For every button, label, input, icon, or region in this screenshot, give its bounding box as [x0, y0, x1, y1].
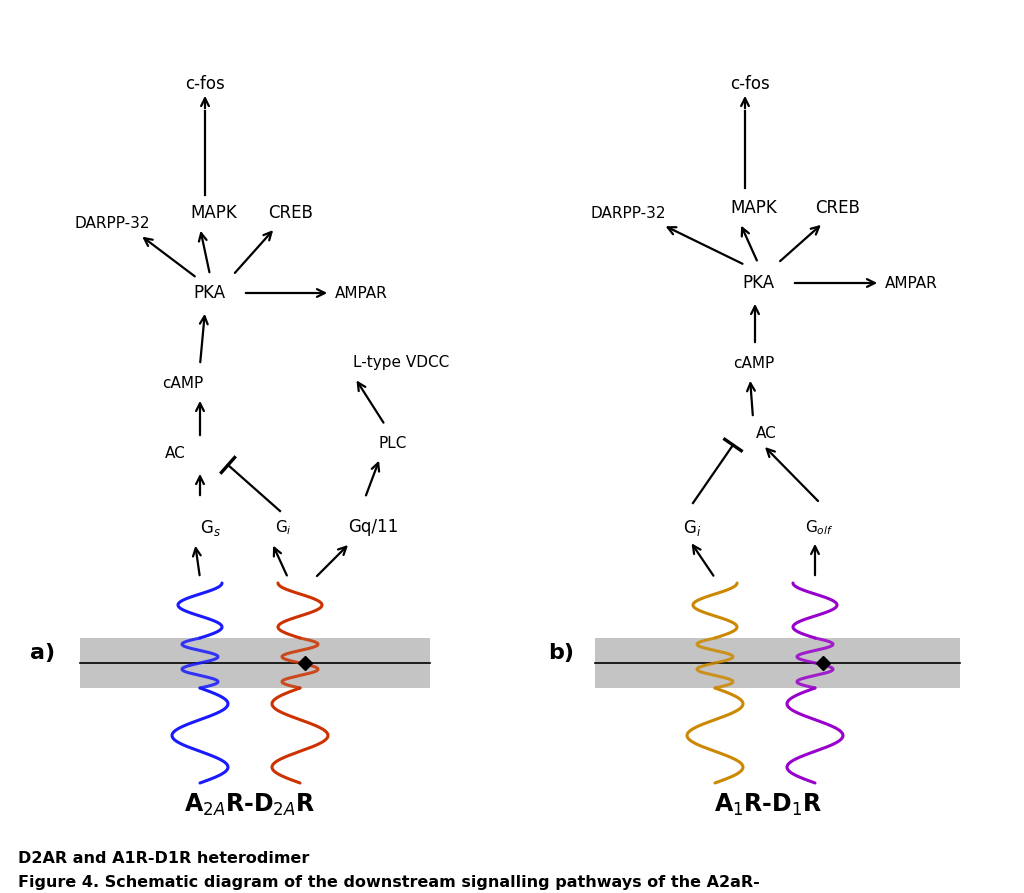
- Text: G$_{olf}$: G$_{olf}$: [805, 518, 834, 537]
- Text: PKA: PKA: [193, 284, 225, 302]
- Bar: [80, 638, 430, 688]
- Text: CREB: CREB: [815, 199, 860, 217]
- Text: b): b): [548, 643, 574, 663]
- Text: AMPAR: AMPAR: [885, 276, 938, 290]
- Text: MAPK: MAPK: [190, 204, 237, 222]
- Text: CREB: CREB: [268, 204, 313, 222]
- Text: A$_1$R-D$_1$R: A$_1$R-D$_1$R: [714, 792, 822, 818]
- Text: DARPP-32: DARPP-32: [75, 215, 151, 230]
- Text: AC: AC: [165, 446, 185, 461]
- Text: G$_i$: G$_i$: [275, 518, 292, 537]
- Text: MAPK: MAPK: [730, 199, 777, 217]
- Text: AC: AC: [756, 425, 777, 440]
- Text: a): a): [30, 643, 55, 663]
- Text: A$_{2A}$R-D$_{2A}$R: A$_{2A}$R-D$_{2A}$R: [184, 792, 315, 818]
- Text: Figure 4. Schematic diagram of the downstream signalling pathways of the A2aR-: Figure 4. Schematic diagram of the downs…: [18, 875, 760, 890]
- Bar: [595, 638, 961, 688]
- Text: PLC: PLC: [378, 436, 407, 450]
- Text: Gq/11: Gq/11: [348, 518, 398, 536]
- Text: cAMP: cAMP: [162, 375, 203, 390]
- Text: DARPP-32: DARPP-32: [590, 205, 666, 221]
- Text: AMPAR: AMPAR: [335, 286, 388, 301]
- Text: G$_i$: G$_i$: [683, 518, 701, 538]
- Text: c-fos: c-fos: [730, 75, 770, 93]
- Text: cAMP: cAMP: [733, 355, 774, 371]
- Text: D2AR and A1R-D1R heterodimer: D2AR and A1R-D1R heterodimer: [18, 851, 309, 866]
- Text: L-type VDCC: L-type VDCC: [353, 355, 450, 371]
- Text: G$_s$: G$_s$: [200, 518, 221, 538]
- Text: PKA: PKA: [742, 274, 774, 292]
- Text: c-fos: c-fos: [185, 75, 224, 93]
